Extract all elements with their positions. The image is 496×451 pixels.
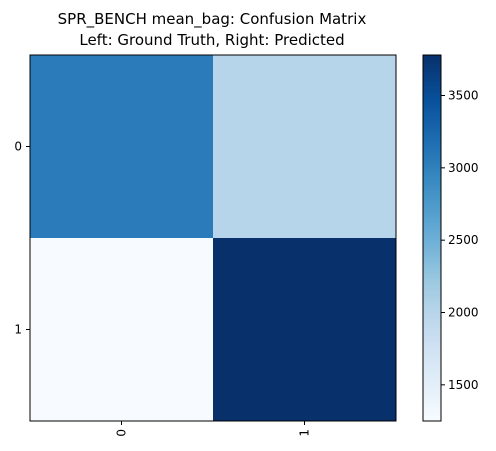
y-axis: 01	[14, 140, 30, 337]
heatmap-cell-1-1	[213, 238, 396, 421]
colorbar-tick-label: 3500	[448, 89, 479, 103]
heatmap-cell-0-1	[213, 55, 396, 238]
colorbar-tick-label: 2000	[448, 306, 479, 320]
colorbar-tick-label: 1500	[448, 378, 479, 392]
x-tick-label: 1	[298, 429, 312, 437]
colorbar-tick-label: 2500	[448, 233, 479, 247]
y-tick-label: 1	[14, 323, 22, 337]
y-tick-label: 0	[14, 140, 22, 154]
chart-subtitle: Left: Ground Truth, Right: Predicted	[79, 31, 344, 49]
colorbar-ticks: 1500 2000 2500 3000 3500	[441, 89, 479, 392]
colorbar: 1500 2000 2500 3000 3500	[422, 54, 479, 422]
heatmap-cell-0-0	[30, 55, 213, 238]
colorbar-tick-label: 3000	[448, 161, 479, 175]
chart-title: SPR_BENCH mean_bag: Confusion Matrix	[58, 10, 367, 29]
colorbar-frame	[422, 54, 442, 422]
x-tick-label: 0	[115, 429, 129, 437]
plot-frame	[29, 54, 397, 422]
heatmap-cell-1-0	[30, 238, 213, 421]
heatmap-cells	[30, 55, 396, 421]
colorbar-gradient	[423, 55, 441, 421]
